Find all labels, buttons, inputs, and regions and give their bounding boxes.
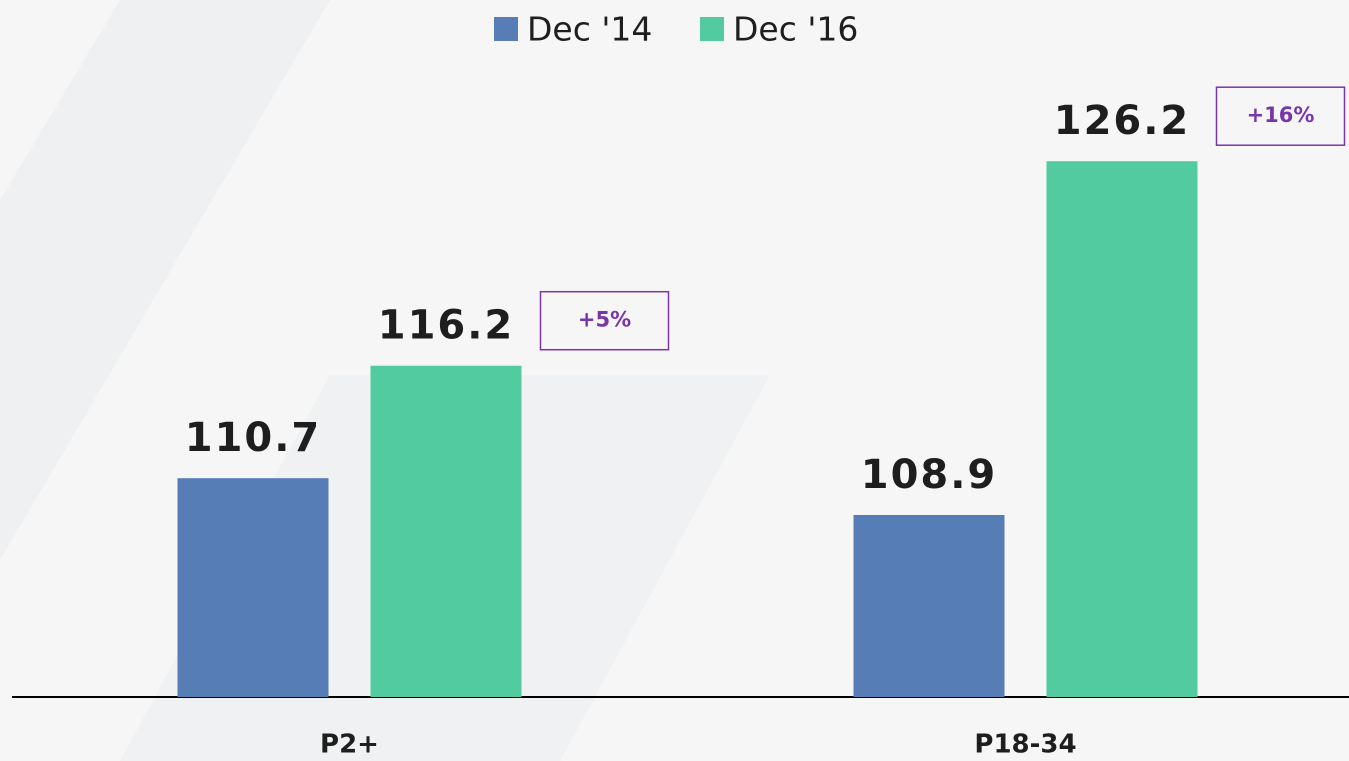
- annotation: +16%: [1247, 103, 1315, 127]
- legend-swatch: [700, 17, 724, 41]
- legend-label: Dec '16: [733, 10, 858, 49]
- legend-swatch: [494, 17, 518, 41]
- annotation-box: [1215, 86, 1346, 146]
- value-label: 116.2: [378, 303, 515, 349]
- value-label: 108.9: [861, 452, 998, 498]
- value-label: 126.2: [1054, 98, 1191, 144]
- bar: [853, 514, 1005, 697]
- bar: [370, 365, 522, 697]
- decor: [0, 0, 330, 560]
- x-tick-label: P2+: [320, 730, 379, 760]
- value-label: 110.7: [185, 415, 322, 461]
- legend-label: Dec '14: [527, 10, 652, 49]
- annotation-box: [539, 290, 670, 351]
- x-tick-label: P18-34: [974, 730, 1076, 760]
- bar: [1046, 161, 1198, 697]
- annotation: +5%: [578, 308, 631, 332]
- bar: [177, 478, 329, 697]
